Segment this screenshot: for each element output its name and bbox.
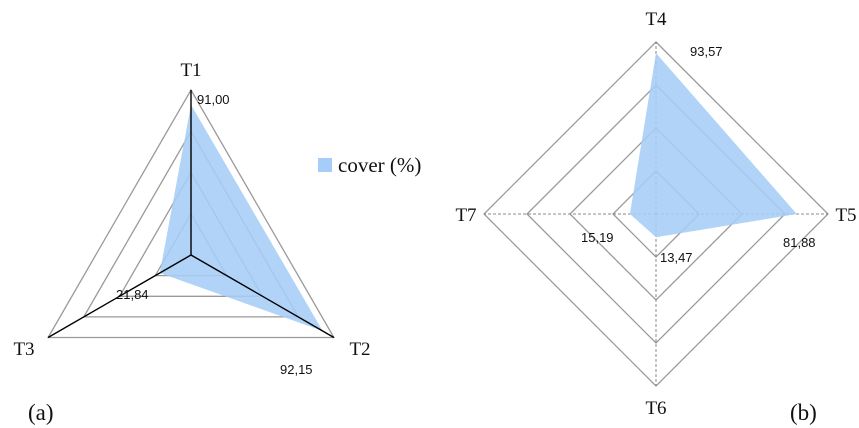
radar-chart-b: T4 T5 T6 T7 93,57 81,88 13,47 15,19 (b) — [455, 9, 856, 425]
value-label-t6: 13,47 — [660, 250, 693, 265]
axis-label-t5: T5 — [835, 205, 856, 226]
value-label-t4: 93,57 — [690, 44, 723, 59]
legend-swatch — [318, 158, 332, 172]
value-label-t1: 91,00 — [197, 92, 230, 107]
grid-ring-4 — [46, 88, 336, 339]
value-label-t7: 15,19 — [581, 230, 614, 245]
legend: cover (%) — [318, 153, 421, 177]
value-label-t3: 21,84 — [116, 287, 149, 302]
value-label-t2: 92,15 — [280, 362, 313, 377]
panel-label-a: (a) — [28, 400, 54, 425]
axis-label-t1: T1 — [180, 60, 201, 81]
axis-label-t2: T2 — [349, 339, 370, 360]
spoke-t3 — [47, 254, 192, 339]
axis-label-t6: T6 — [645, 398, 666, 419]
axis-label-t3: T3 — [13, 339, 34, 360]
radar-chart-a: T1 T2 T3 91,00 92,15 21,84 (a) — [13, 60, 370, 425]
radar-a-spokes — [47, 90, 335, 339]
axis-label-t7: T7 — [455, 205, 476, 226]
legend-label: cover (%) — [338, 153, 421, 177]
radar-a-cover-area — [159, 104, 323, 331]
panel-label-b: (b) — [790, 400, 817, 425]
value-label-t5: 81,88 — [783, 235, 816, 250]
radar-b-cover-area — [629, 53, 797, 238]
spoke-t2 — [190, 254, 335, 339]
axis-label-t4: T4 — [645, 9, 667, 30]
